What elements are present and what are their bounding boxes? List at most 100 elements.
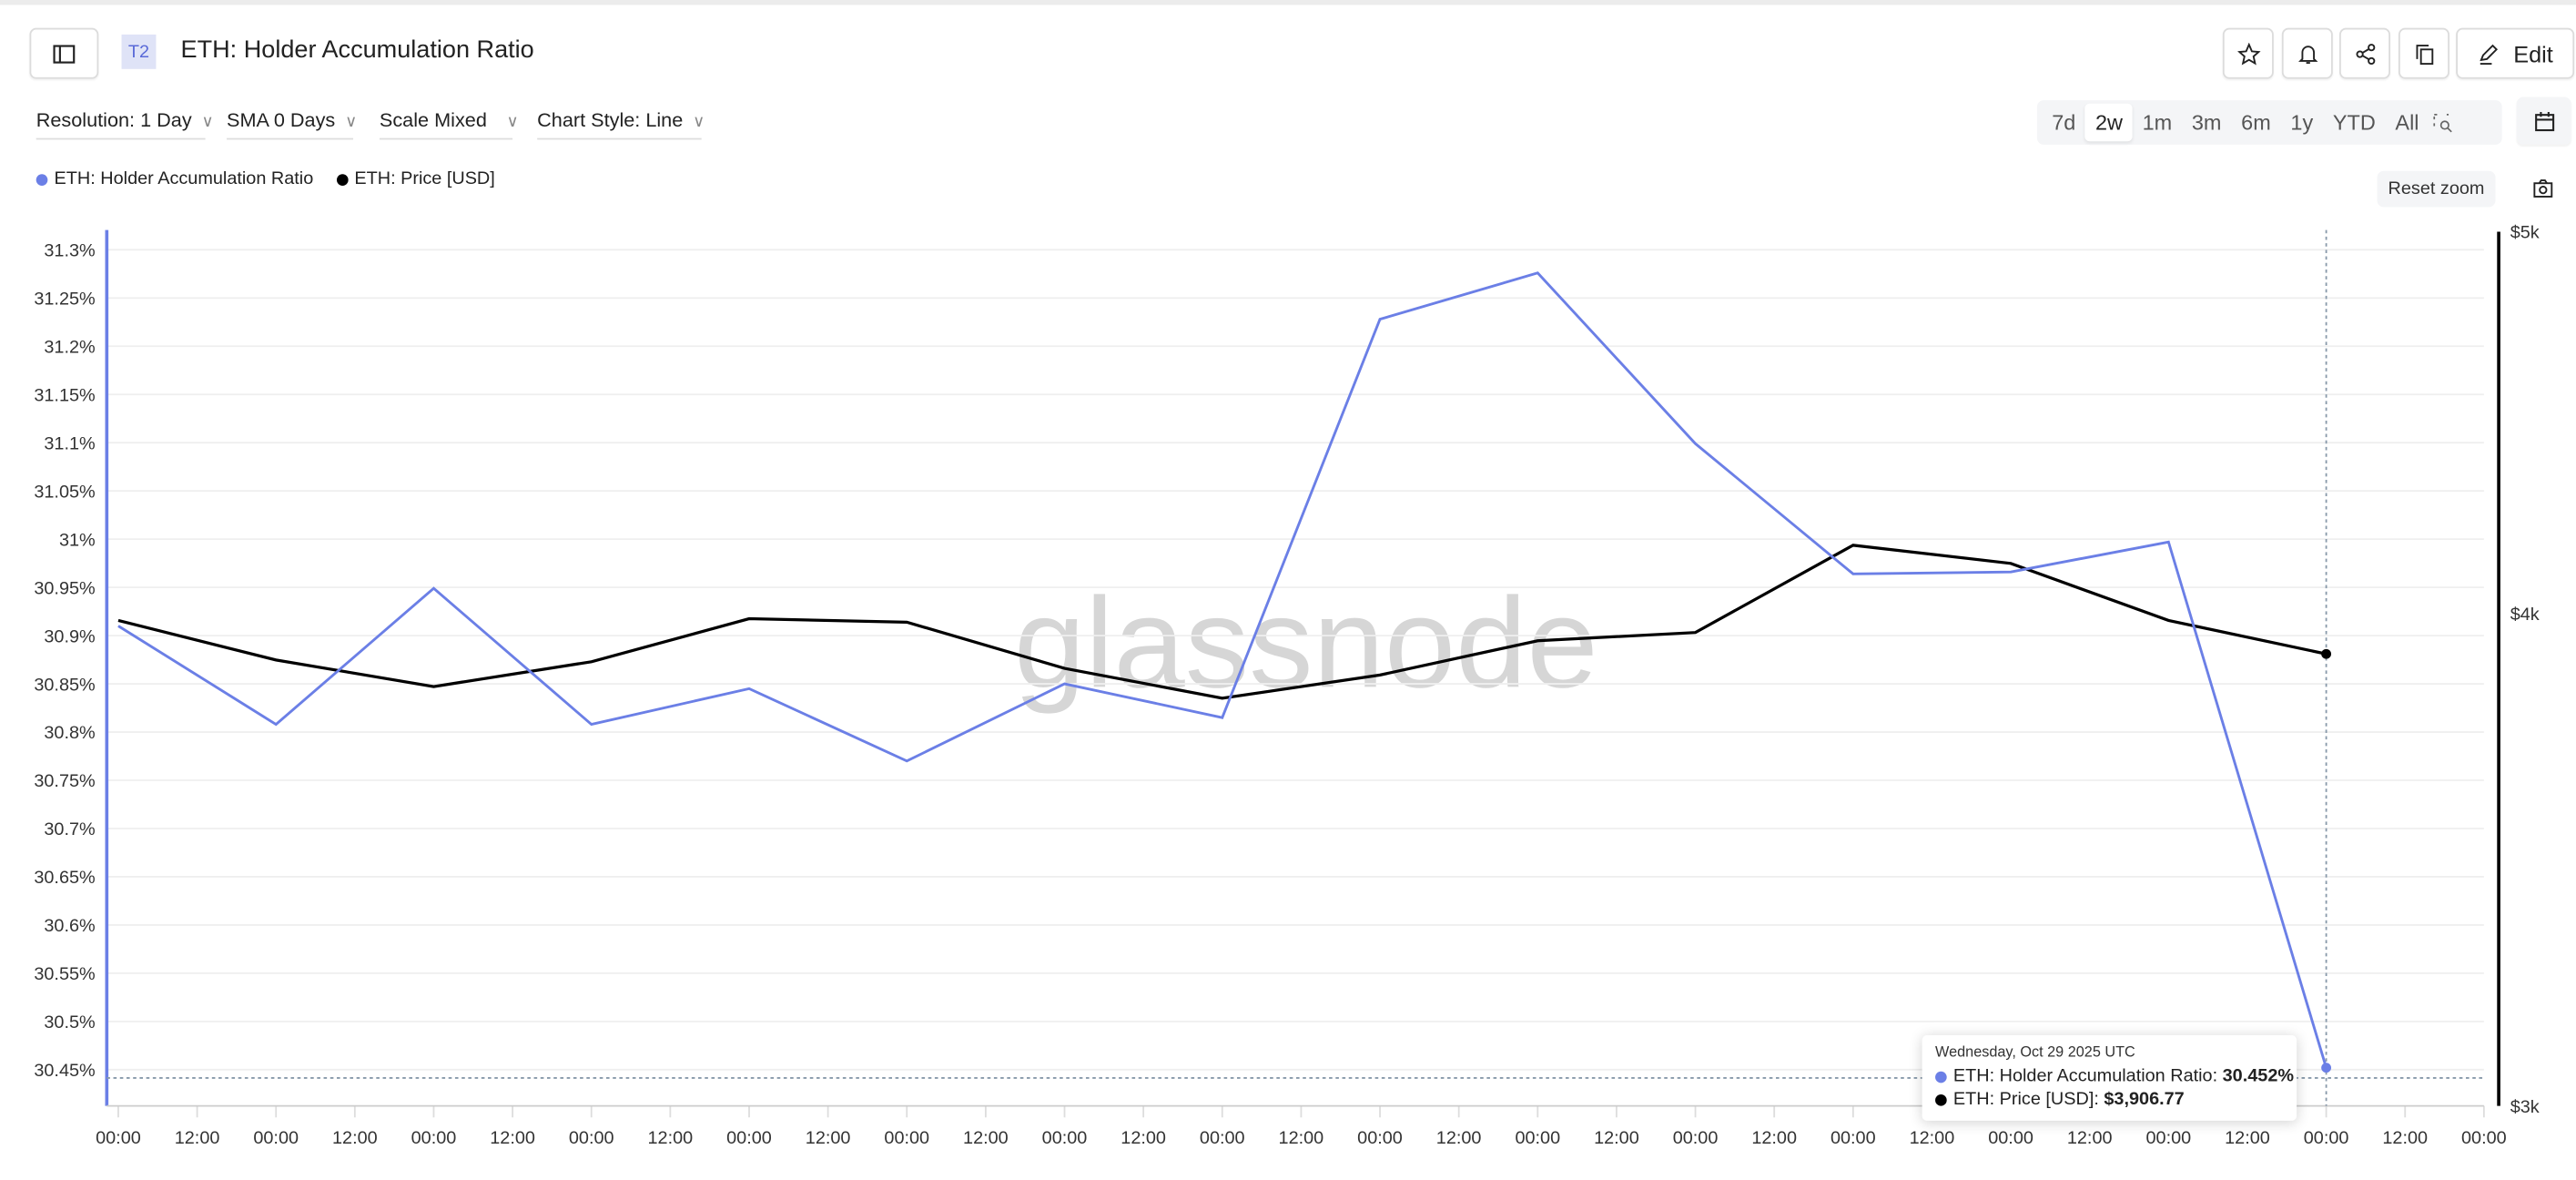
x-tick-label: 00:00 — [411, 1128, 457, 1148]
legend-item-price[interactable]: ETH: Price [USD] — [336, 168, 495, 189]
x-tick-label: 12:00 — [1279, 1128, 1324, 1148]
x-tick-label: 12:00 — [963, 1128, 1009, 1148]
price-dot-icon — [336, 173, 349, 186]
sma-value: SMA 0 Days — [227, 108, 336, 132]
x-tick-label: 00:00 — [569, 1128, 614, 1148]
y-left-tick-label: 30.6% — [44, 916, 95, 936]
share-button[interactable] — [2339, 27, 2390, 79]
range-1m[interactable]: 1m — [2142, 109, 2173, 135]
x-tick-label: 00:00 — [96, 1128, 141, 1148]
edit-label: Edit — [2513, 40, 2553, 67]
y-left-tick-label: 30.5% — [44, 1012, 95, 1032]
range-1y[interactable]: 1y — [2290, 109, 2314, 135]
price-line — [117, 544, 2327, 700]
y-left-tick-label: 30.9% — [44, 626, 95, 646]
favorite-button[interactable] — [2222, 27, 2274, 79]
sma-dropdown[interactable]: SMA 0 Days ∨ — [227, 108, 357, 140]
range-ytd[interactable]: YTD — [2332, 109, 2376, 135]
tooltip-price-value: $3,906.77 — [2104, 1089, 2185, 1110]
y-left-tick-label: 31.15% — [34, 385, 95, 405]
calendar-icon — [2534, 111, 2554, 131]
copy-icon — [2415, 44, 2433, 65]
y-left-tick-label: 30.7% — [44, 819, 95, 839]
y-left-tick-label: 31.1% — [44, 433, 95, 453]
x-tick-label: 00:00 — [1042, 1128, 1088, 1148]
watermark: glassnode — [1014, 571, 1598, 714]
y-left-tick-label: 31.05% — [34, 482, 95, 502]
resolution-dropdown[interactable]: Resolution: 1 Day ∨ — [35, 108, 214, 140]
x-tick-label: 00:00 — [1673, 1128, 1719, 1148]
y-left-tick-label: 30.85% — [34, 675, 95, 695]
y-left-tick-label: 31.2% — [44, 337, 95, 357]
legend-label: ETH: Price [USD] — [354, 168, 495, 189]
y-right-tick-label: $4k — [2510, 605, 2540, 625]
camera-icon[interactable] — [2531, 178, 2554, 200]
sidebar-toggle-icon — [53, 44, 76, 63]
price-dot-icon — [1935, 1094, 1947, 1105]
tier-badge: T2 — [121, 34, 157, 69]
y-right-tick-label: $5k — [2510, 223, 2540, 243]
chevron-down-icon: ∨ — [201, 113, 214, 132]
resolution-value: Resolution: 1 Day — [35, 108, 192, 132]
x-tick-label: 12:00 — [1751, 1128, 1797, 1148]
pencil-icon — [2480, 43, 2498, 65]
calendar-button[interactable] — [2516, 97, 2571, 145]
x-tick-label: 12:00 — [332, 1128, 378, 1148]
reset-zoom-button[interactable]: Reset zoom — [2377, 170, 2496, 208]
chart-legend: ETH: Holder Accumulation Ratio ETH: Pric… — [35, 168, 495, 189]
x-tick-label: 12:00 — [490, 1128, 535, 1148]
chart-style-value: Chart Style: Line — [537, 108, 684, 132]
scale-value: Scale Mixed — [379, 108, 487, 132]
x-tick-label: 00:00 — [253, 1128, 299, 1148]
tooltip-date: Wednesday, Oct 29 2025 UTC — [1935, 1043, 2135, 1061]
ratio-dot-icon — [1935, 1070, 1947, 1083]
y-left-tick-label: 30.55% — [34, 964, 95, 984]
y-left-tick-label: 30.95% — [34, 578, 95, 598]
x-tick-label: 00:00 — [1200, 1128, 1245, 1148]
chevron-down-icon: ∨ — [693, 113, 705, 132]
x-tick-label: 12:00 — [2225, 1128, 2270, 1148]
range-3m[interactable]: 3m — [2191, 109, 2222, 135]
x-tick-label: 00:00 — [1515, 1128, 1560, 1148]
x-tick-label: 00:00 — [884, 1128, 929, 1148]
y-left-tick-label: 30.65% — [34, 868, 95, 888]
x-tick-label: 00:00 — [2146, 1128, 2192, 1148]
x-tick-label: 12:00 — [1121, 1128, 1166, 1148]
tooltip-ratio-label: ETH: Holder Accumulation Ratio: — [1952, 1066, 2218, 1086]
chevron-down-icon: ∨ — [506, 113, 519, 132]
zoom-select-icon[interactable] — [2432, 111, 2455, 134]
ratio-point — [2321, 1063, 2332, 1073]
scale-dropdown[interactable]: Scale Mixed ∨ — [379, 108, 519, 140]
range-all[interactable]: All — [2395, 109, 2419, 135]
x-tick-label: 12:00 — [1910, 1128, 1955, 1148]
sidebar-toggle-button[interactable] — [29, 27, 99, 79]
x-tick-label: 00:00 — [1357, 1128, 1403, 1148]
star-icon — [2236, 42, 2260, 65]
y-left-tick-label: 31.3% — [44, 241, 95, 261]
x-tick-label: 00:00 — [2461, 1128, 2507, 1148]
tooltip-price-label: ETH: Price [USD]: — [1952, 1089, 2099, 1110]
alert-button[interactable] — [2281, 27, 2333, 79]
x-tick-label: 12:00 — [2067, 1128, 2113, 1148]
y-left-tick-label: 30.8% — [44, 723, 95, 743]
price-point — [2321, 648, 2332, 659]
y-left-tick-label: 31% — [59, 530, 96, 550]
edit-button[interactable]: Edit — [2456, 27, 2575, 79]
range-2w[interactable]: 2w — [2085, 103, 2133, 142]
x-tick-label: 00:00 — [1831, 1128, 1876, 1148]
range-6m[interactable]: 6m — [2241, 109, 2271, 135]
chart-style-dropdown[interactable]: Chart Style: Line ∨ — [537, 108, 705, 140]
range-7d[interactable]: 7d — [2052, 109, 2076, 135]
x-tick-label: 12:00 — [1594, 1128, 1639, 1148]
copy-button[interactable] — [2399, 27, 2449, 79]
time-range-selector: 7d 2w 1m 3m 6m 1y YTD All — [2036, 100, 2502, 145]
ratio-dot-icon — [35, 173, 48, 186]
chevron-down-icon: ∨ — [345, 113, 358, 132]
x-tick-label: 12:00 — [2382, 1128, 2428, 1148]
y-left-tick-label: 30.45% — [34, 1061, 95, 1081]
hover-tooltip: Wednesday, Oct 29 2025 UTC ETH: Holder A… — [1922, 1035, 2297, 1121]
legend-item-ratio[interactable]: ETH: Holder Accumulation Ratio — [35, 169, 314, 189]
x-tick-label: 12:00 — [648, 1128, 694, 1148]
y-right-tick-label: $3k — [2510, 1097, 2540, 1117]
